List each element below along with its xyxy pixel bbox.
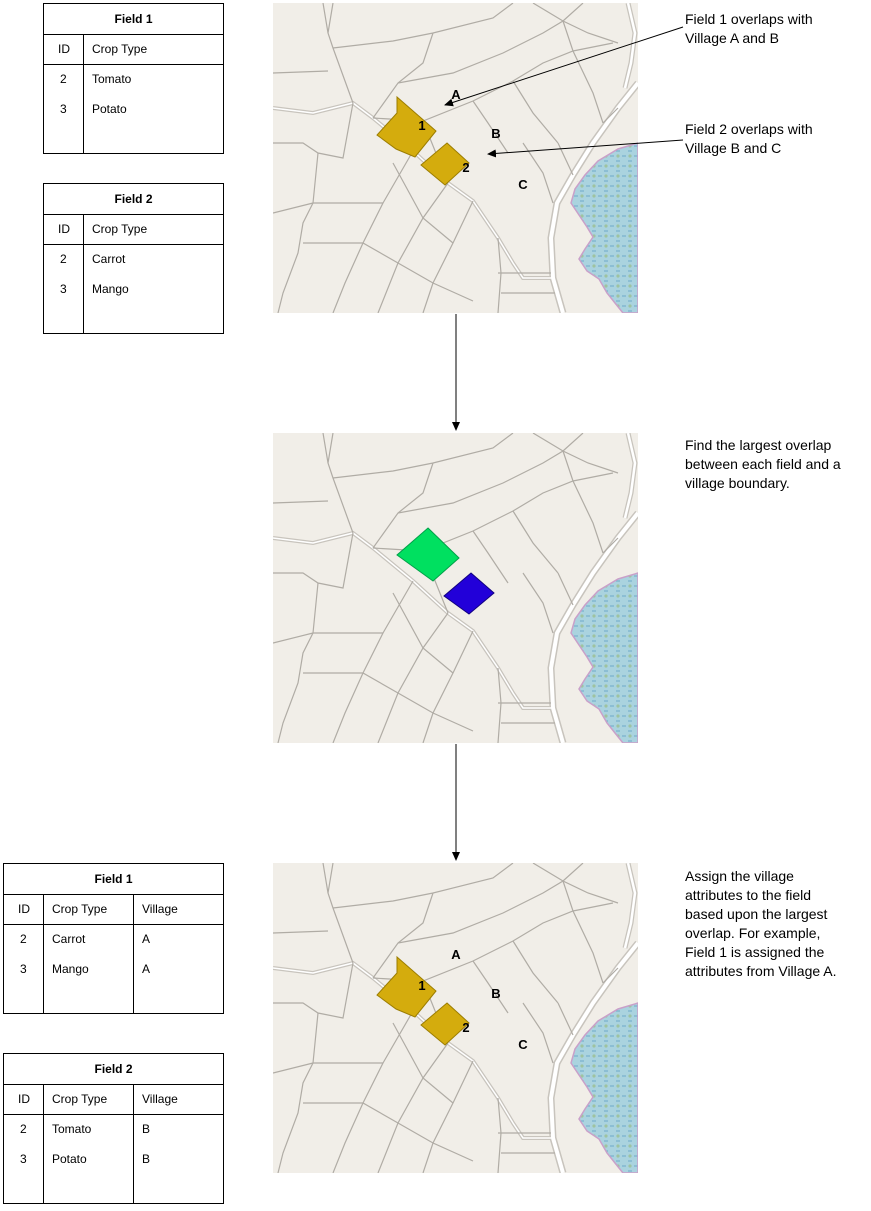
table-cell-village: A xyxy=(142,962,151,976)
note-line: village boundary. xyxy=(685,475,790,491)
field-1-label: 1 xyxy=(418,978,425,993)
table-cell-village: B xyxy=(142,1152,151,1166)
village-c-label: C xyxy=(518,177,528,192)
note-line: attributes to the field xyxy=(685,887,812,903)
table-cell-crop: Mango xyxy=(92,282,129,296)
top-table-field2: Field 2 ID Crop Type 2 Carrot 3 Mango xyxy=(43,183,224,334)
bottom-table-field2: Field 2 ID Crop Type Village 2 Tomato B … xyxy=(3,1053,224,1204)
map-overlap: 1 2 A B C xyxy=(273,3,638,313)
table-cell-village: A xyxy=(142,932,151,946)
table-cell-crop: Potato xyxy=(92,102,127,116)
table-header-village: Village xyxy=(142,1092,178,1106)
village-b-label: B xyxy=(491,986,500,1001)
field-2-label: 2 xyxy=(462,160,469,175)
note-line: Field 1 overlaps with xyxy=(685,11,813,27)
table-cell-id: 2 xyxy=(20,932,27,946)
map-largest-overlap xyxy=(273,433,638,743)
note-assign: Assign the village attributes to the fie… xyxy=(685,867,836,981)
note-field1-overlap: Field 1 overlaps with Village A and B xyxy=(685,10,813,48)
field-1-label: 1 xyxy=(418,118,425,133)
table-header-id: ID xyxy=(18,1092,30,1106)
field-2-polygon xyxy=(420,142,470,186)
note-line: Field 1 is assigned the xyxy=(685,944,825,960)
table-header-crop-type: Crop Type xyxy=(92,42,148,56)
note-line: Village A and B xyxy=(685,30,779,46)
note-line: overlap. For example, xyxy=(685,925,821,941)
village-a-label: A xyxy=(451,87,461,102)
table-title: Field 2 xyxy=(44,184,223,215)
table-cell-id: 3 xyxy=(60,282,67,296)
note-line: attributes from Village A. xyxy=(685,963,837,979)
map-assigned: 1 2 A B C xyxy=(273,863,638,1173)
table-cell-crop: Potato xyxy=(52,1152,87,1166)
table-cell-id: 3 xyxy=(60,102,67,116)
table-cell-crop: Carrot xyxy=(92,252,126,266)
note-field2-overlap: Field 2 overlaps with Village B and C xyxy=(685,120,813,158)
field-2-polygon xyxy=(420,1002,470,1046)
table-header-id: ID xyxy=(58,42,70,56)
field-2-largest-overlap-polygon xyxy=(443,572,495,615)
top-table-field1: Field 1 ID Crop Type 2 Tomato 3 Potato xyxy=(43,3,224,154)
note-largest-overlap: Find the largest overlap between each fi… xyxy=(685,436,841,493)
table-cell-id: 3 xyxy=(20,1152,27,1166)
table-title: Field 1 xyxy=(4,864,223,895)
table-header-crop-type: Crop Type xyxy=(92,222,148,236)
table-cell-crop: Mango xyxy=(52,962,89,976)
note-line: Find the largest overlap xyxy=(685,437,832,453)
table-header-crop-type: Crop Type xyxy=(52,902,108,916)
note-line: Village B and C xyxy=(685,140,782,156)
field-1-polygon xyxy=(376,955,437,1018)
village-a-label: A xyxy=(451,947,461,962)
note-line: Field 2 overlaps with xyxy=(685,121,813,137)
field-1-largest-overlap-polygon xyxy=(396,527,460,582)
table-title: Field 2 xyxy=(4,1054,223,1085)
field-2-label: 2 xyxy=(462,1020,469,1035)
table-header-village: Village xyxy=(142,902,178,916)
table-header-id: ID xyxy=(18,902,30,916)
village-b-label: B xyxy=(491,126,500,141)
table-cell-crop: Tomato xyxy=(92,72,132,86)
table-title: Field 1 xyxy=(44,4,223,35)
note-line: Assign the village xyxy=(685,868,794,884)
table-cell-id: 2 xyxy=(60,252,67,266)
table-cell-id: 3 xyxy=(20,962,27,976)
table-header-crop-type: Crop Type xyxy=(52,1092,108,1106)
bottom-table-field1: Field 1 ID Crop Type Village 2 Carrot A … xyxy=(3,863,224,1014)
table-cell-crop: Carrot xyxy=(52,932,86,946)
table-cell-village: B xyxy=(142,1122,151,1136)
note-line: between each field and a xyxy=(685,456,841,472)
village-c-label: C xyxy=(518,1037,528,1052)
note-line: based upon the largest xyxy=(685,906,828,922)
table-cell-crop: Tomato xyxy=(52,1122,92,1136)
table-cell-id: 2 xyxy=(20,1122,27,1136)
field-1-polygon xyxy=(376,95,437,158)
table-header-id: ID xyxy=(58,222,70,236)
table-cell-id: 2 xyxy=(60,72,67,86)
